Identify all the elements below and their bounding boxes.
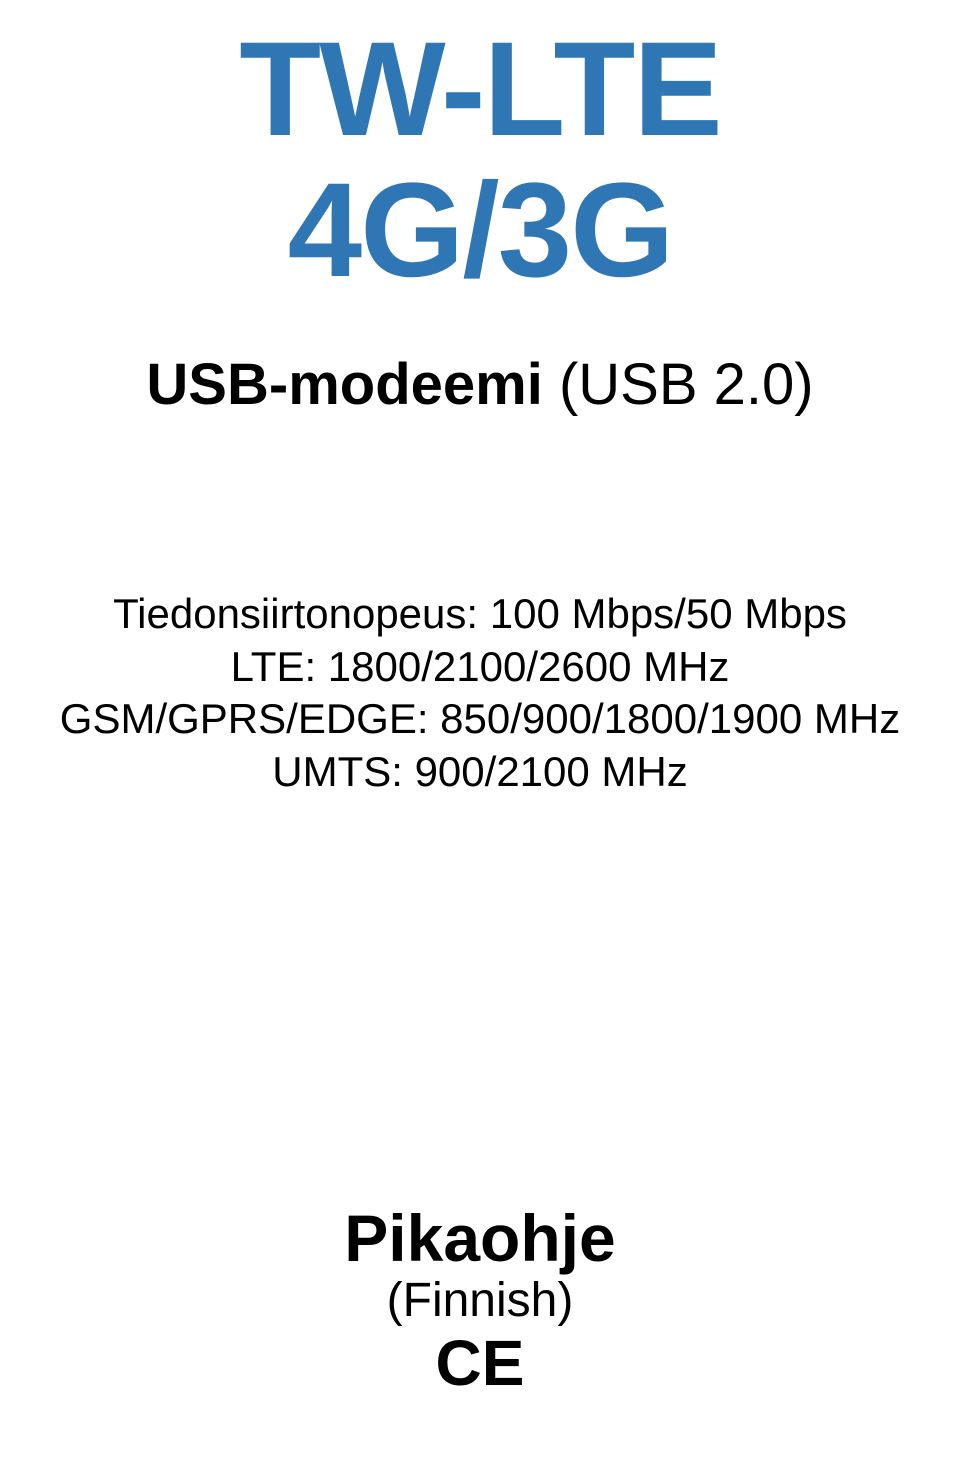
document-page: TW-LTE 4G/3G USB-modeemi (USB 2.0) Tiedo… (0, 0, 960, 1467)
bottom-block: Pikaohje (Finnish) CE (0, 1204, 960, 1397)
subtitle-main: USB-modeemi (146, 352, 559, 417)
spec-line-lte: LTE: 1800/2100/2600 MHz (30, 641, 930, 694)
spec-line-transfer: Tiedonsiirtonopeus: 100 Mbps/50 Mbps (30, 588, 930, 641)
specs-block: Tiedonsiirtonopeus: 100 Mbps/50 Mbps LTE… (30, 588, 930, 798)
product-title: TW-LTE 4G/3G (30, 20, 930, 301)
language-label: (Finnish) (0, 1275, 960, 1328)
subtitle-paren: (USB 2.0) (559, 352, 814, 417)
product-subtitle: USB-modeemi (USB 2.0) (30, 351, 930, 418)
spec-line-gsm: GSM/GPRS/EDGE: 850/900/1800/1900 MHz (30, 693, 930, 746)
quick-guide-label: Pikaohje (0, 1204, 960, 1273)
spec-line-umts: UMTS: 900/2100 MHz (30, 746, 930, 799)
ce-mark: CE (0, 1330, 960, 1397)
